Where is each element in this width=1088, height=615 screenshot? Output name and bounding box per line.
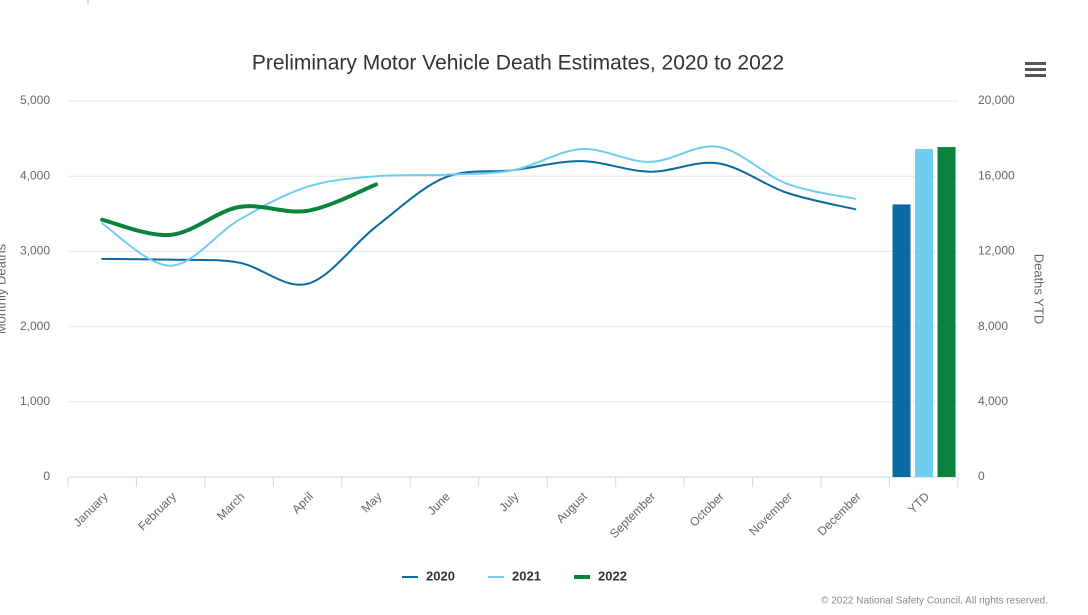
x-tick-label: June	[425, 489, 454, 518]
x-tick-label: September	[607, 489, 658, 540]
y-tick-label: 4,000	[20, 168, 50, 182]
legend-item[interactable]: 2021	[488, 568, 541, 583]
y2-tick-label: 20,000	[978, 93, 1015, 107]
ytd-bar	[892, 204, 911, 477]
y2-axis-title: Deaths YTD	[1032, 254, 1047, 325]
x-tick-label: December	[815, 489, 864, 538]
credit: © 2022 National Safety Council. All righ…	[821, 596, 1048, 607]
x-tick-label: February	[135, 489, 179, 533]
y-tick-label: 0	[43, 469, 50, 483]
ytd-bar	[915, 148, 934, 477]
x-tick-label: March	[214, 489, 247, 522]
y2-tick-label: 0	[978, 469, 985, 483]
y2-tick-label: 12,000	[978, 244, 1015, 258]
x-tick-label: November	[746, 489, 795, 538]
x-tick-label: August	[554, 489, 591, 526]
menu-button[interactable]	[1025, 62, 1046, 77]
y-tick-label: 2,000	[20, 319, 50, 333]
menu-bar	[1025, 62, 1046, 65]
legend-label: 2021	[512, 568, 541, 583]
legend-label: 2022	[598, 568, 627, 583]
x-tick-label: April	[289, 489, 316, 516]
menu-bar	[1025, 68, 1046, 71]
x-tick-label: May	[359, 489, 385, 515]
x-tick-label: YTD	[905, 489, 932, 516]
legend-item[interactable]: 2022	[574, 568, 627, 583]
ytd-bar	[937, 147, 956, 477]
legend-label: 2020	[426, 568, 455, 583]
series-line	[100, 182, 379, 237]
y2-tick-label: 16,000	[978, 168, 1015, 182]
y-axis-title: Monthly Deaths	[0, 243, 8, 334]
chart-title: Preliminary Motor Vehicle Death Estimate…	[252, 52, 784, 75]
x-tick-label: July	[496, 489, 521, 514]
legend-item[interactable]: 2020	[402, 568, 455, 583]
y2-tick-label: 4,000	[978, 394, 1008, 408]
y-tick-label: 1,000	[20, 394, 50, 408]
x-tick-label: October	[687, 489, 727, 529]
x-tick-label: January	[70, 489, 110, 529]
y-tick-label: 3,000	[20, 244, 50, 258]
y-tick-label: 5,000	[20, 93, 50, 107]
series-line	[101, 160, 857, 286]
y2-tick-label: 8,000	[978, 319, 1008, 333]
menu-bar	[1025, 74, 1046, 77]
series-line	[101, 145, 857, 267]
